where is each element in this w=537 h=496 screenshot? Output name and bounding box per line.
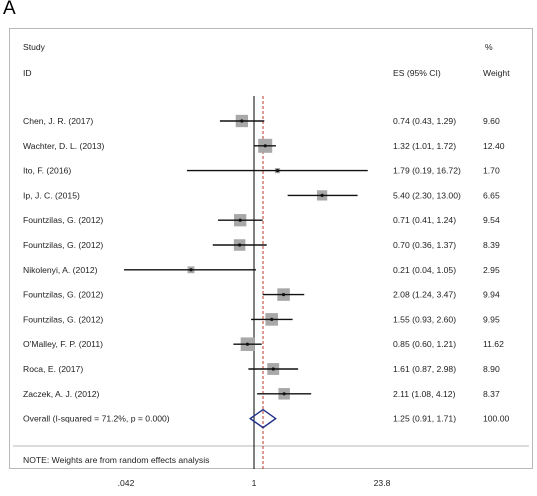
study-label: Fountzilas, G. (2012) bbox=[23, 215, 103, 225]
point-estimate bbox=[238, 218, 242, 222]
overall-es-ci: 1.25 (0.91, 1.71) bbox=[393, 414, 456, 424]
weight-value: 11.62 bbox=[483, 339, 504, 349]
study-label: Fountzilas, G. (2012) bbox=[23, 314, 103, 324]
weight-value: 12.40 bbox=[483, 141, 505, 151]
overall-weight: 100.00 bbox=[483, 414, 510, 424]
x-tick-label: 23.8 bbox=[373, 478, 391, 488]
es-ci-value: 2.08 (1.24, 3.47) bbox=[393, 290, 456, 300]
study-label: Wachter, D. L. (2013) bbox=[23, 141, 104, 151]
overall-label: Overall (I-squared = 71.2%, p = 0.000) bbox=[23, 414, 170, 424]
es-ci-value: 1.79 (0.19, 16.72) bbox=[393, 166, 461, 176]
point-estimate bbox=[282, 392, 286, 396]
es-ci-value: 0.70 (0.36, 1.37) bbox=[393, 240, 456, 250]
weight-value: 8.39 bbox=[483, 240, 500, 250]
study-label: Zaczek, A. J. (2012) bbox=[23, 389, 100, 399]
study-label: Ito, F. (2016) bbox=[23, 166, 71, 176]
header-weight: Weight bbox=[483, 68, 510, 78]
point-estimate bbox=[320, 193, 324, 197]
point-estimate bbox=[238, 243, 242, 247]
study-label: Nikolenyi, A. (2012) bbox=[23, 265, 98, 275]
es-ci-value: 0.71 (0.41, 1.24) bbox=[393, 215, 456, 225]
weight-value: 8.90 bbox=[483, 364, 500, 374]
point-estimate bbox=[240, 119, 244, 123]
es-ci-value: 1.61 (0.87, 2.98) bbox=[393, 364, 456, 374]
x-tick-label: 1 bbox=[251, 478, 257, 488]
weight-value: 8.37 bbox=[483, 389, 500, 399]
point-estimate bbox=[271, 367, 275, 371]
header-percent: % bbox=[485, 42, 493, 52]
weight-value: 1.70 bbox=[483, 166, 500, 176]
study-label: O'Malley, F. P. (2011) bbox=[23, 339, 103, 349]
weight-value: 6.65 bbox=[483, 190, 500, 200]
weight-value: 9.54 bbox=[483, 215, 500, 225]
weight-value: 9.95 bbox=[483, 314, 500, 324]
panel-label: A bbox=[3, 0, 16, 19]
footnote: NOTE: Weights are from random effects an… bbox=[23, 455, 209, 465]
chart-marks: Chen, J. R. (2017) 0.74 (0.43, 1.29) 9.60 W… bbox=[23, 96, 510, 469]
study-label: Fountzilas, G. (2012) bbox=[23, 240, 103, 250]
point-estimate bbox=[275, 169, 280, 173]
x-axis: .042 1 23.8 bbox=[0, 478, 537, 492]
weight-value: 9.94 bbox=[483, 290, 500, 300]
overall-diamond bbox=[248, 408, 277, 429]
es-ci-value: 5.40 (2.30, 13.00) bbox=[393, 190, 461, 200]
es-ci-value: 1.55 (0.93, 2.60) bbox=[393, 314, 456, 324]
es-ci-value: 0.21 (0.04, 1.05) bbox=[393, 265, 456, 275]
study-label: Fountzilas, G. (2012) bbox=[23, 290, 103, 300]
point-estimate bbox=[270, 317, 274, 321]
plot-frame bbox=[9, 28, 533, 469]
point-estimate bbox=[263, 144, 267, 148]
study-label: Ip, J. C. (2015) bbox=[23, 190, 80, 200]
header-study: Study bbox=[23, 42, 46, 52]
study-label: Chen, J. R. (2017) bbox=[23, 116, 93, 126]
es-ci-value: 0.74 (0.43, 1.29) bbox=[393, 116, 456, 126]
es-ci-value: 2.11 (1.08, 4.12) bbox=[393, 389, 456, 399]
header-es-ci: ES (95% CI) bbox=[393, 68, 441, 78]
point-estimate bbox=[245, 342, 250, 346]
weight-value: 2.95 bbox=[483, 265, 500, 275]
es-ci-value: 1.32 (1.01, 1.72) bbox=[393, 141, 456, 151]
es-ci-value: 0.85 (0.60, 1.21) bbox=[393, 339, 456, 349]
point-estimate bbox=[281, 293, 286, 297]
x-tick-label: .042 bbox=[117, 478, 135, 488]
study-label: Roca, E. (2017) bbox=[23, 364, 83, 374]
point-estimate bbox=[189, 268, 193, 272]
header-id: ID bbox=[23, 68, 32, 78]
weight-value: 9.60 bbox=[483, 116, 500, 126]
